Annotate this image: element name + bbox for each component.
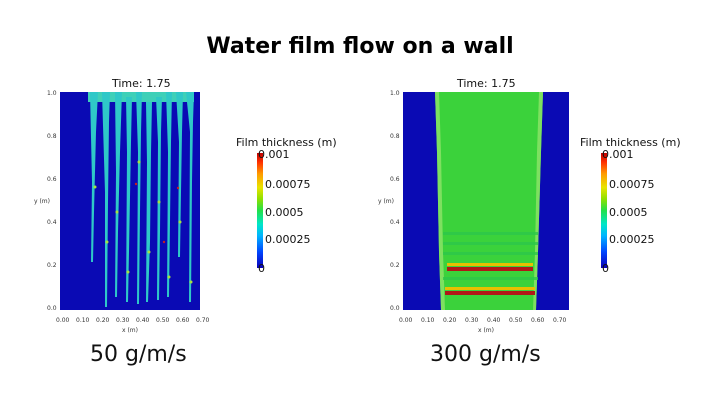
left-rivulet-highlights [93,160,193,284]
left-colorbar-label: 0.001 [258,148,290,161]
right-colorbar-title: Film thickness (m) [580,136,681,149]
left-colorbar [257,153,263,268]
right-x-tick: 0.20 [443,317,457,324]
right-colorbar [601,153,607,268]
right-y-tick: 0.6 [390,176,400,183]
left-x-tick: 0.60 [176,317,190,324]
right-wave-front-1-glow [447,263,533,266]
left-x-tick: 0.30 [116,317,130,324]
right-colorbar-label: 0.00075 [609,178,655,191]
right-colorbar-label: 0.001 [602,148,634,161]
left-x-tick: 0.70 [196,317,210,324]
right-caption: 300 g/m/s [430,342,541,367]
right-colorbar-label: 0.0005 [609,206,648,219]
left-y-tick: 0.8 [47,133,57,140]
left-caption: 50 g/m/s [90,342,187,367]
left-y-tick: 1.0 [47,90,57,97]
right-film-bands [443,232,538,280]
right-film-right-edge [533,92,543,310]
left-colorbar-title: Film thickness (m) [236,136,337,149]
right-x-tick: 0.70 [553,317,567,324]
right-x-tick: 0.40 [487,317,501,324]
left-colorbar-label: 0.00025 [265,233,311,246]
left-x-tick: 0.40 [136,317,150,324]
right-simulation-plot [403,92,569,310]
right-colorbar-label: 0 [602,262,609,275]
right-y-tick: 1.0 [390,90,400,97]
left-time-label: Time: 1.75 [112,77,171,90]
right-film-sheet [435,92,543,310]
right-x-tick: 0.50 [509,317,523,324]
right-wave-front-2-glow [445,287,535,290]
right-x-tick: 0.60 [531,317,545,324]
right-y-tick: 0.0 [390,305,400,312]
left-x-tick: 0.10 [76,317,90,324]
left-x-axis-label: x (m) [122,327,138,334]
right-x-tick: 0.00 [399,317,413,324]
left-x-tick: 0.00 [56,317,70,324]
left-simulation-plot [60,92,200,310]
left-rivulet-red-spots [134,182,180,244]
right-film-left-edge [435,92,445,310]
left-colorbar-label: 0.00075 [265,178,311,191]
right-y-tick: 0.8 [390,133,400,140]
left-x-tick: 0.20 [96,317,110,324]
left-y-tick: 0.0 [47,305,57,312]
left-colorbar-label: 0 [258,262,265,275]
left-y-axis-label: y (m) [34,198,50,205]
right-x-tick: 0.10 [421,317,435,324]
right-wave-front-1 [447,267,533,271]
right-x-tick: 0.30 [465,317,479,324]
left-colorbar-label: 0.0005 [265,206,304,219]
right-wave-front-2 [445,291,535,295]
right-y-axis-label: y (m) [378,198,394,205]
left-y-tick: 0.6 [47,176,57,183]
right-x-axis-label: x (m) [478,327,494,334]
left-y-tick: 0.4 [47,219,57,226]
right-y-tick: 0.4 [390,219,400,226]
left-x-tick: 0.50 [156,317,170,324]
page-title: Water film flow on a wall [206,34,514,59]
right-colorbar-label: 0.00025 [609,233,655,246]
right-time-label: Time: 1.75 [457,77,516,90]
right-y-tick: 0.2 [390,262,400,269]
left-y-tick: 0.2 [47,262,57,269]
